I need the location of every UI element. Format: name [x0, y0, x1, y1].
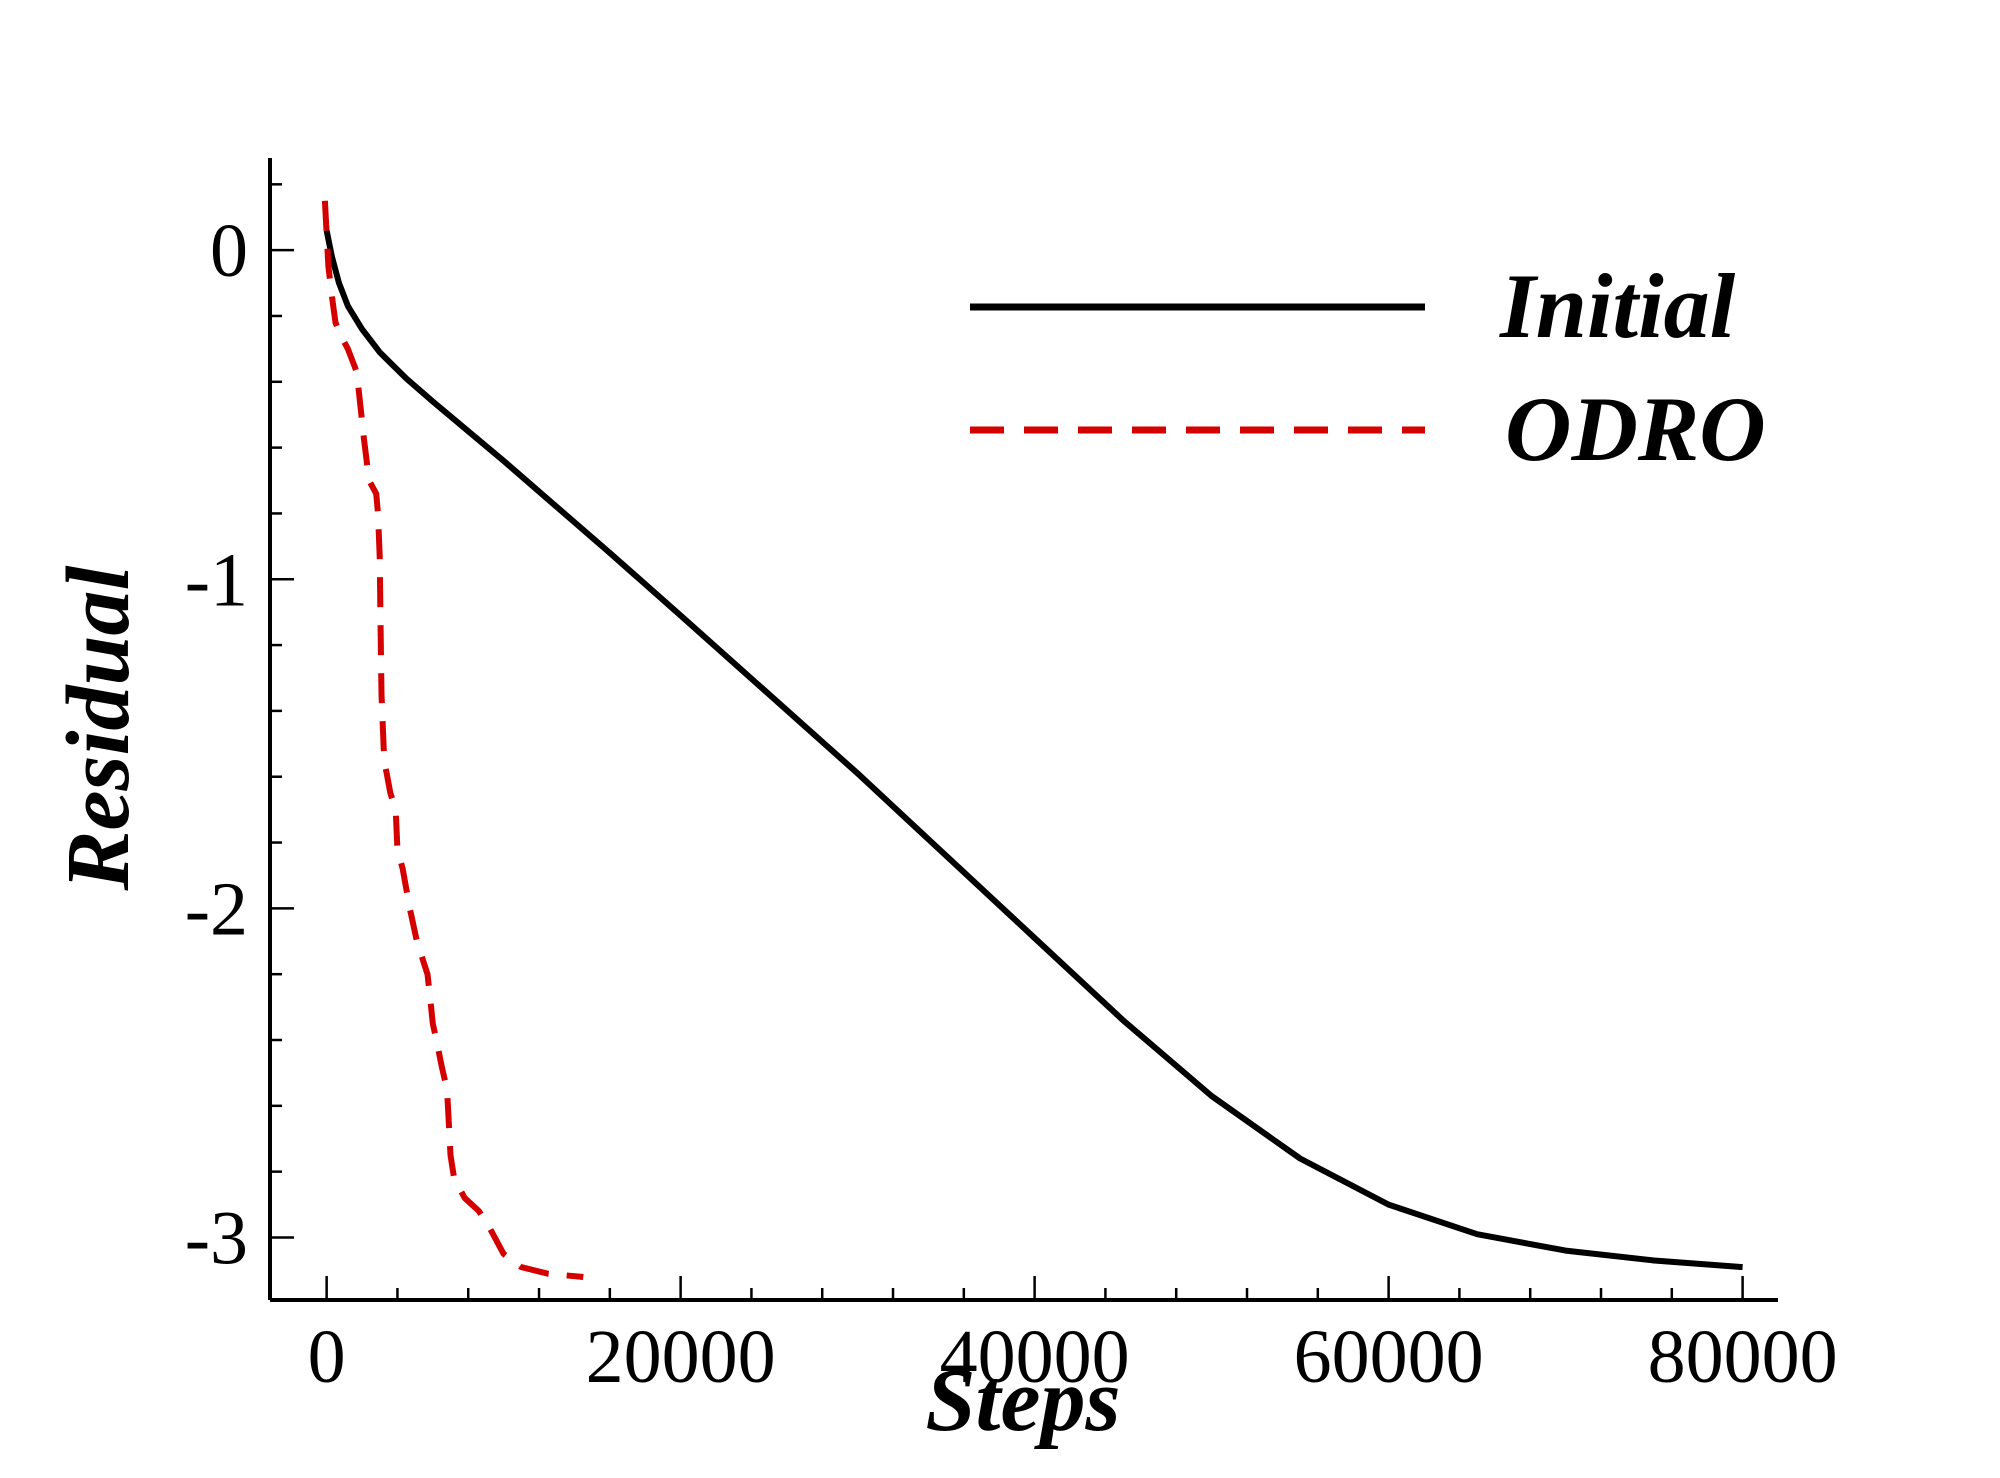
y-tick-label: -1 [185, 538, 248, 622]
x-tick-label: 40000 [940, 1315, 1130, 1399]
legend-label-odro: ODRO [1505, 378, 1766, 480]
y-axis-title: Residual [49, 565, 148, 891]
x-tick-label: 80000 [1648, 1315, 1838, 1399]
y-tick-label: 0 [210, 209, 248, 293]
series-line-odro [321, 200, 584, 1280]
legend: Initial ODRO [970, 255, 1766, 480]
x-tick-label: 0 [308, 1315, 346, 1399]
tick-labels: 0 20000 40000 60000 80000 0 -1 -2 -3 [185, 209, 1838, 1399]
x-tick-label: 20000 [586, 1315, 776, 1399]
y-tick-label: -3 [185, 1196, 248, 1280]
x-axis-title: Steps [925, 1351, 1120, 1450]
x-tick-label: 60000 [1294, 1315, 1484, 1399]
y-tick-label: -2 [185, 867, 248, 951]
ticks [270, 183, 1744, 1300]
series-line-initial [323, 229, 1743, 1271]
legend-label-initial: Initial [1499, 255, 1736, 357]
plot-lines [321, 200, 1743, 1280]
axes [268, 158, 1778, 1302]
